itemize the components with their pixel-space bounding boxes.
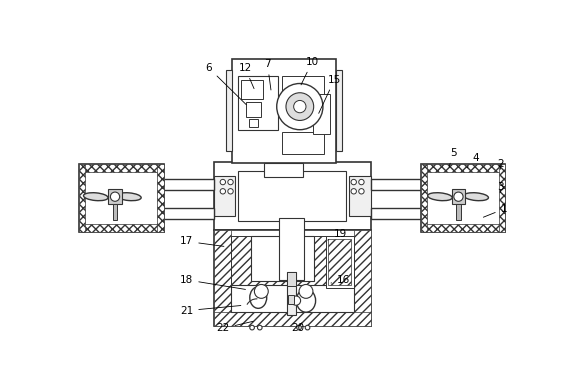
Bar	[264, 163, 303, 177]
Ellipse shape	[464, 193, 488, 201]
Circle shape	[351, 179, 356, 185]
Bar	[79, 224, 164, 232]
Bar	[287, 272, 296, 315]
Text: 19: 19	[328, 229, 347, 240]
Bar	[328, 239, 352, 285]
Bar	[79, 164, 164, 232]
Bar	[288, 295, 295, 304]
Circle shape	[454, 192, 463, 201]
Text: 3: 3	[498, 183, 504, 192]
Bar	[238, 171, 346, 220]
Text: 7: 7	[264, 59, 271, 90]
Circle shape	[276, 84, 323, 130]
Bar	[249, 119, 258, 127]
Bar	[421, 164, 506, 172]
Circle shape	[291, 296, 300, 305]
Bar	[313, 93, 330, 134]
Bar	[246, 102, 261, 117]
Bar	[214, 230, 370, 326]
Bar	[421, 164, 427, 232]
Bar	[92, 179, 214, 190]
Bar	[287, 272, 296, 286]
Bar	[214, 312, 370, 326]
Text: 5: 5	[449, 148, 457, 167]
Bar	[92, 179, 98, 219]
Circle shape	[297, 325, 302, 330]
Circle shape	[359, 179, 364, 185]
Bar	[113, 204, 117, 220]
Text: 15: 15	[319, 75, 341, 113]
Circle shape	[220, 179, 226, 185]
Bar	[238, 76, 278, 130]
Ellipse shape	[428, 193, 452, 201]
Circle shape	[294, 100, 306, 113]
Bar	[282, 132, 324, 154]
Bar	[349, 176, 370, 216]
Bar	[421, 224, 506, 232]
Ellipse shape	[296, 289, 316, 312]
Circle shape	[250, 325, 254, 330]
Bar	[354, 230, 370, 326]
Bar	[92, 208, 214, 219]
Circle shape	[254, 285, 268, 298]
Bar	[232, 59, 336, 163]
Bar	[214, 230, 230, 326]
Bar	[79, 164, 164, 172]
Bar	[421, 164, 506, 232]
Bar	[370, 179, 471, 190]
Ellipse shape	[250, 287, 267, 308]
Circle shape	[220, 189, 226, 194]
Bar	[214, 176, 235, 216]
Circle shape	[111, 192, 120, 201]
Bar	[157, 164, 164, 232]
Bar	[336, 70, 342, 151]
Text: 6: 6	[206, 63, 246, 105]
Bar	[251, 236, 314, 280]
Circle shape	[228, 189, 233, 194]
Circle shape	[351, 189, 356, 194]
Ellipse shape	[83, 193, 108, 201]
Bar	[241, 80, 263, 99]
Bar	[282, 76, 324, 103]
Text: 22: 22	[216, 321, 253, 333]
Text: 17: 17	[180, 236, 224, 246]
Bar	[279, 218, 304, 280]
Bar	[456, 204, 461, 220]
Circle shape	[258, 325, 262, 330]
Text: 20: 20	[291, 323, 304, 333]
Bar	[230, 285, 354, 312]
Bar	[108, 189, 122, 204]
Text: 1: 1	[483, 204, 507, 217]
Bar	[226, 70, 232, 151]
Circle shape	[286, 93, 314, 120]
Text: 21: 21	[180, 306, 241, 316]
Bar	[499, 164, 506, 232]
Text: 16: 16	[331, 275, 351, 285]
Bar	[326, 236, 354, 288]
Bar	[230, 236, 354, 288]
Bar	[370, 208, 471, 219]
Text: 2: 2	[498, 159, 504, 170]
Circle shape	[305, 325, 310, 330]
Text: 12: 12	[238, 63, 254, 88]
Circle shape	[359, 189, 364, 194]
Text: 4: 4	[467, 153, 479, 168]
Ellipse shape	[117, 193, 141, 201]
Circle shape	[228, 179, 233, 185]
Text: 10: 10	[301, 57, 319, 85]
Text: 18: 18	[180, 275, 246, 290]
Bar	[214, 162, 370, 230]
Bar	[465, 179, 471, 219]
Circle shape	[299, 285, 313, 298]
Bar	[79, 164, 85, 232]
Bar	[451, 189, 465, 204]
